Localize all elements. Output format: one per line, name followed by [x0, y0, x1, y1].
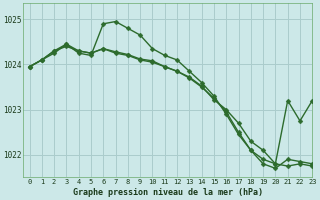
- X-axis label: Graphe pression niveau de la mer (hPa): Graphe pression niveau de la mer (hPa): [73, 188, 263, 197]
